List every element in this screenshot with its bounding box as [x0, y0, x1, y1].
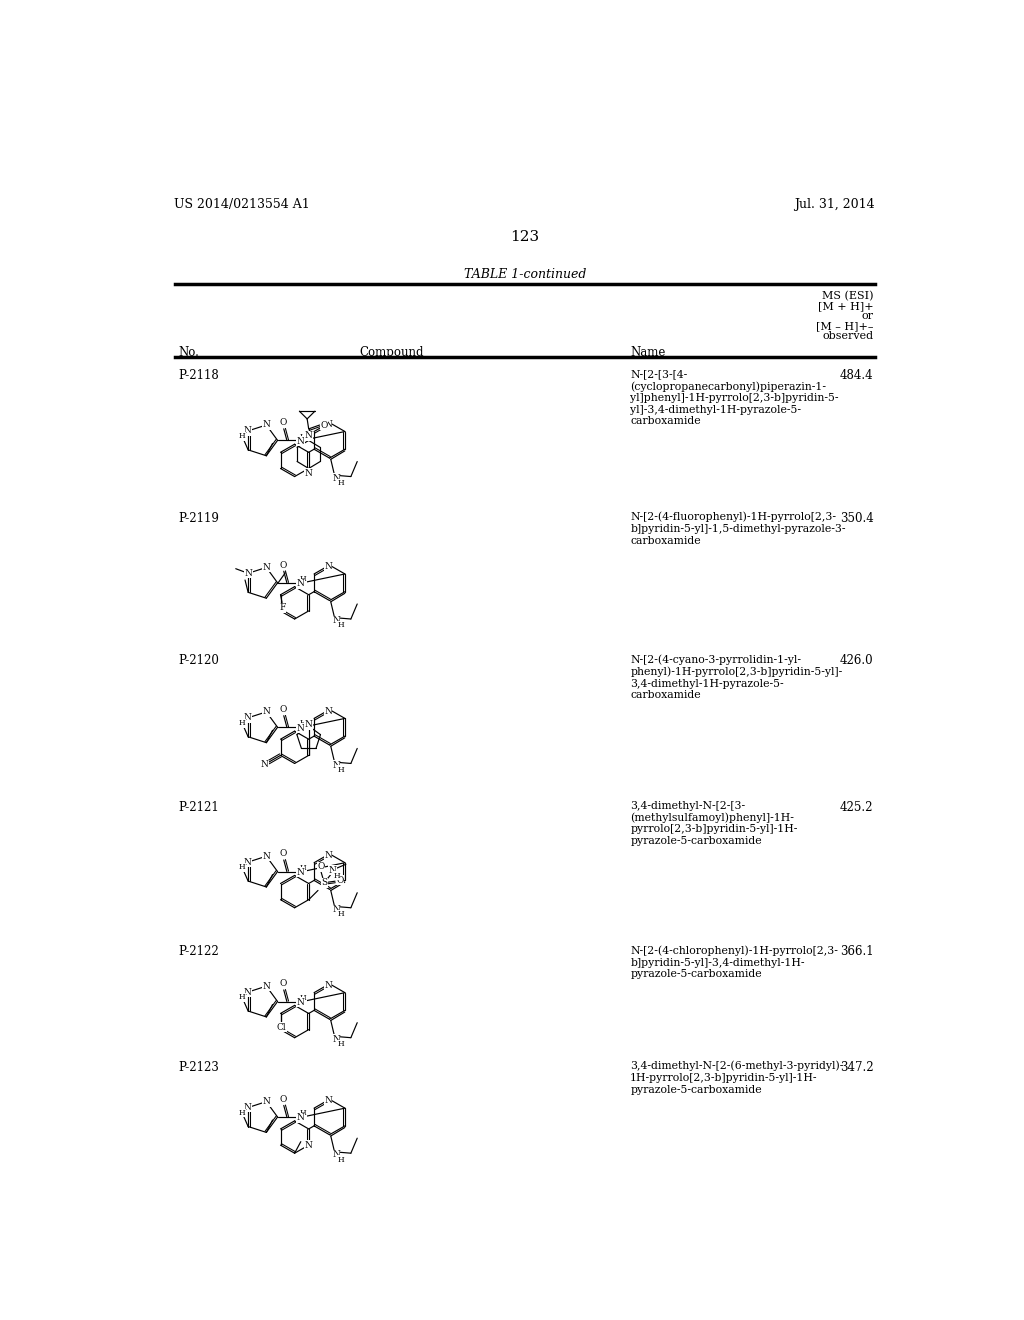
Text: N: N [244, 713, 251, 722]
Text: N: N [324, 420, 332, 429]
Text: H: H [338, 622, 344, 630]
Text: Name: Name [630, 346, 666, 359]
Text: S: S [322, 878, 328, 887]
Text: H: H [333, 871, 340, 880]
Text: N: N [262, 708, 270, 717]
Text: N: N [297, 1113, 305, 1122]
Text: No.: No. [178, 346, 200, 359]
Text: N: N [262, 982, 270, 990]
Text: H: H [239, 1109, 245, 1117]
Text: N: N [332, 760, 340, 770]
Text: N-[2-(4-chlorophenyl)-1H-pyrrolo[2,3-
b]pyridin-5-yl]-3,4-dimethyl-1H-
pyrazole-: N-[2-(4-chlorophenyl)-1H-pyrrolo[2,3- b]… [630, 945, 838, 979]
Text: N: N [262, 562, 270, 572]
Text: P-2122: P-2122 [178, 945, 219, 958]
Text: F: F [280, 603, 286, 612]
Text: H: H [300, 719, 306, 727]
Text: N: N [297, 437, 305, 446]
Text: 3,4-dimethyl-N-[2-[3-
(methylsulfamoyl)phenyl]-1H-
pyrrolo[2,3-b]pyridin-5-yl]-1: 3,4-dimethyl-N-[2-[3- (methylsulfamoyl)p… [630, 800, 798, 846]
Text: N: N [297, 867, 305, 876]
Text: N: N [244, 858, 251, 866]
Text: H: H [239, 994, 245, 1002]
Text: O: O [280, 561, 287, 570]
Text: Compound: Compound [359, 346, 424, 359]
Text: N-[2-(4-fluorophenyl)-1H-pyrrolo[2,3-
b]pyridin-5-yl]-1,5-dimethyl-pyrazole-3-
c: N-[2-(4-fluorophenyl)-1H-pyrrolo[2,3- b]… [630, 512, 846, 545]
Text: H: H [239, 719, 245, 727]
Text: H: H [300, 994, 306, 1002]
Text: N: N [324, 562, 332, 572]
Text: O: O [336, 876, 343, 884]
Text: O: O [280, 979, 287, 989]
Text: H: H [338, 766, 344, 774]
Text: O: O [280, 418, 287, 428]
Text: 484.4: 484.4 [840, 370, 873, 383]
Text: N: N [297, 579, 305, 589]
Text: observed: observed [822, 331, 873, 341]
Text: H: H [338, 1155, 344, 1163]
Text: N: N [297, 723, 305, 733]
Text: N: N [332, 474, 340, 483]
Text: 366.1: 366.1 [840, 945, 873, 958]
Text: N: N [332, 1151, 340, 1159]
Text: N: N [324, 981, 332, 990]
Text: O: O [280, 1094, 287, 1104]
Text: P-2123: P-2123 [178, 1061, 219, 1074]
Text: H: H [300, 1109, 306, 1117]
Text: N: N [305, 1140, 312, 1150]
Text: 426.0: 426.0 [840, 655, 873, 668]
Text: 3,4-dimethyl-N-[2-(6-methyl-3-pyridyl)-
1H-pyrrolo[2,3-b]pyridin-5-yl]-1H-
pyraz: 3,4-dimethyl-N-[2-(6-methyl-3-pyridyl)- … [630, 1061, 844, 1094]
Text: N: N [244, 987, 251, 997]
Text: H: H [300, 863, 306, 871]
Text: P-2119: P-2119 [178, 512, 219, 525]
Text: N: N [332, 906, 340, 913]
Text: N: N [262, 421, 270, 429]
Text: N: N [324, 706, 332, 715]
Text: [M + H]+: [M + H]+ [818, 301, 873, 310]
Text: P-2118: P-2118 [178, 370, 219, 383]
Text: N: N [260, 760, 268, 770]
Text: O: O [280, 705, 287, 714]
Text: 425.2: 425.2 [840, 800, 873, 813]
Text: N: N [329, 866, 337, 875]
Text: N: N [244, 569, 252, 578]
Text: P-2120: P-2120 [178, 655, 219, 668]
Text: H: H [338, 909, 344, 919]
Text: N: N [324, 1097, 332, 1105]
Text: N: N [297, 998, 305, 1007]
Text: N: N [305, 721, 312, 729]
Text: P-2121: P-2121 [178, 800, 219, 813]
Text: N: N [332, 1035, 340, 1044]
Text: H: H [300, 576, 306, 583]
Text: H: H [300, 433, 306, 441]
Text: MS (ESI): MS (ESI) [822, 290, 873, 301]
Text: N: N [262, 1097, 270, 1106]
Text: N: N [305, 469, 312, 478]
Text: N: N [324, 851, 332, 859]
Text: H: H [338, 1040, 344, 1048]
Text: Jul. 31, 2014: Jul. 31, 2014 [795, 198, 876, 211]
Text: O: O [321, 421, 328, 429]
Text: N: N [305, 432, 312, 441]
Text: N: N [262, 851, 270, 861]
Text: or: or [861, 312, 873, 321]
Text: H: H [239, 863, 245, 871]
Text: N: N [244, 1104, 251, 1111]
Text: N: N [332, 616, 340, 626]
Text: H: H [239, 432, 245, 441]
Text: 123: 123 [510, 230, 540, 244]
Text: N-[2-[3-[4-
(cyclopropanecarbonyl)piperazin-1-
yl]phenyl]-1H-pyrrolo[2,3-b]pyrid: N-[2-[3-[4- (cyclopropanecarbonyl)pipera… [630, 370, 839, 426]
Text: O: O [317, 862, 325, 871]
Text: [M – H]+–: [M – H]+– [816, 321, 873, 331]
Text: N-[2-(4-cyano-3-pyrrolidin-1-yl-
phenyl)-1H-pyrrolo[2,3-b]pyridin-5-yl]-
3,4-dim: N-[2-(4-cyano-3-pyrrolidin-1-yl- phenyl)… [630, 655, 843, 701]
Text: 350.4: 350.4 [840, 512, 873, 525]
Text: Cl: Cl [276, 1023, 286, 1032]
Text: TABLE 1-continued: TABLE 1-continued [464, 268, 586, 281]
Text: H: H [338, 479, 344, 487]
Text: O: O [280, 849, 287, 858]
Text: US 2014/0213554 A1: US 2014/0213554 A1 [174, 198, 310, 211]
Text: N: N [244, 426, 251, 436]
Text: 347.2: 347.2 [840, 1061, 873, 1074]
